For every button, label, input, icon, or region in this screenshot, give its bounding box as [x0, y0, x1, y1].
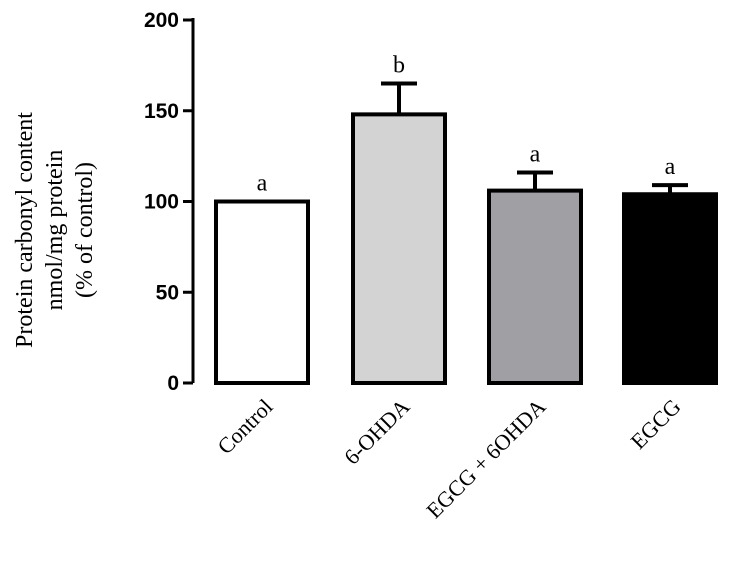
bar-2: [487, 188, 583, 385]
significance-label-2: a: [530, 141, 541, 167]
y-tick-label-4: 200: [144, 9, 179, 32]
y-axis-title: Protein carbonyl content nmol/mg protein…: [12, 112, 98, 348]
significance-label-0: a: [257, 171, 268, 197]
x-tick-label-0: Control: [212, 394, 277, 459]
y-tick-label-2: 100: [144, 191, 179, 214]
significance-label-1: b: [393, 53, 405, 79]
significance-label-3: a: [665, 154, 676, 180]
x-tick-label-1: 6-OHDA: [339, 394, 415, 470]
plot-area: 0 50 100 150 200 a Control b 6-OHDA a EGCG + 6OHDA…: [144, 9, 718, 523]
y-axis-title-line-3: (% of control): [72, 162, 98, 298]
y-axis-title-line-2: nmol/mg protein: [42, 150, 68, 311]
y-tick-label-0: 0: [167, 372, 179, 395]
x-tick-label-3: EGCG: [626, 394, 686, 454]
x-tick-label-2: EGCG + 6OHDA: [421, 394, 550, 523]
bar-1: [351, 112, 447, 385]
y-axis-title-line-1: Protein carbonyl content: [12, 112, 38, 348]
bar-3: [622, 192, 718, 385]
bar-0: [214, 199, 310, 385]
y-tick-label-1: 50: [156, 281, 179, 304]
y-tick-label-3: 150: [144, 100, 179, 123]
